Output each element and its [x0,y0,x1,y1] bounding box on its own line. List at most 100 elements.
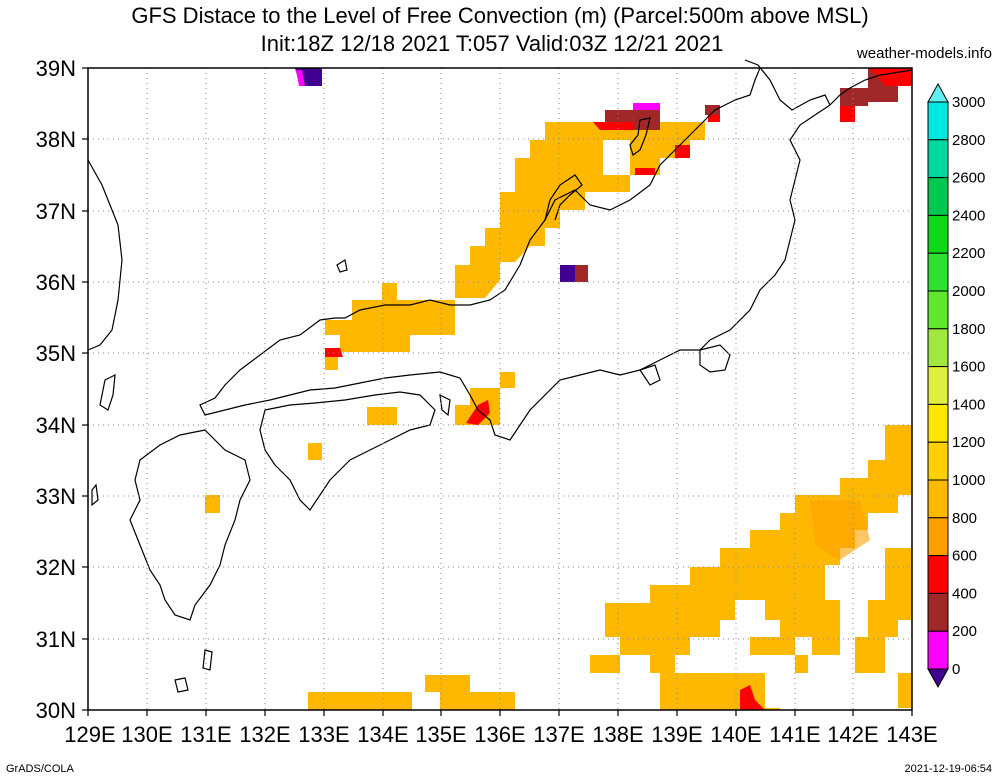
field-patch-small-1 [325,357,338,370]
field-patch-small-4 [308,443,322,460]
field-patch-southeast [605,425,912,673]
lon-label-136: 136E [474,722,525,747]
coastline-tsushima [99,373,116,411]
colorbar-label: 1000 [952,472,985,489]
coastlines [87,59,913,693]
coastline-sado [629,117,651,156]
lon-label-139: 139E [651,722,702,747]
colorbar-label: 1600 [952,359,985,376]
coastline-oki [336,259,348,273]
source-label: weather-models.info [856,45,992,62]
colorbar-segment [927,441,949,481]
field-patch-top-1 [705,105,720,115]
coastline-tanegashima [202,649,213,671]
colorbar-segment [927,592,949,632]
colorbar: 3000280026002400220020001800160014001200… [927,82,985,689]
field-patch-purple-mid [560,265,575,282]
colorbar-label: 1400 [952,396,985,413]
coastline-izu [639,364,661,386]
lat-label-35: 35N [36,341,76,366]
colorbar-label: 1800 [952,321,985,338]
lat-label-37: 37N [36,199,76,224]
coastline-awaji [439,393,451,417]
field-patch-red-kii [466,400,490,425]
colorbar-segment [927,252,949,292]
colorbar-segment [927,403,949,443]
colorbar-label: 600 [952,548,977,565]
colorbar-label: 800 [952,510,977,527]
colorbar-label: 0 [952,661,960,678]
lon-label-138: 138E [592,722,643,747]
colorbar-segment [927,555,949,594]
field-patch-small-2 [500,372,515,388]
field-patch-se-8 [898,673,912,708]
field-patch-se-2 [868,548,912,637]
coastline-honshu-japansea [519,67,761,266]
colorbar-label: 1200 [952,434,985,451]
colorbar-label: 3000 [952,94,985,111]
field-patch-mag-top [296,70,305,86]
colorbar-segment [927,328,949,368]
colorbar-segment [927,630,949,670]
lon-label-135: 135E [415,722,466,747]
field-patch-small-3 [367,407,397,425]
lon-label-137: 137E [533,722,584,747]
colorbar-segment [927,139,949,179]
coastline-korea [87,159,123,351]
coastline-kyushu [129,429,251,621]
lat-label-38: 38N [36,127,76,152]
field-patch-se-3 [855,637,885,673]
colorbar-segment [927,101,949,141]
field-patch-red-3 [635,168,655,175]
lon-label-134: 134E [357,722,408,747]
colorbar-segment [927,214,949,254]
field-patches [205,68,912,710]
colorbar-segment [927,177,949,216]
coastline-hokkaido [829,69,913,106]
software-credit: GrADS/COLA [6,763,74,775]
graticule [88,68,912,710]
field-patch-orange-lobe [810,500,870,560]
lon-labels: 129E 130E 131E 132E 133E 134E 135E 136E … [64,722,937,747]
coastline-boso [699,344,731,373]
colorbar-label: 400 [952,585,977,602]
field-patch-se-5 [795,655,808,673]
field-patch-se-7 [660,673,780,710]
lon-label-131: 131E [180,722,231,747]
colorbar-bottom-arrow [927,668,949,689]
colorbar-label: 2400 [952,207,985,224]
colorbar-label: 2800 [952,132,985,149]
field-patch-brown-mid [575,265,588,282]
lon-label-130: 130E [121,722,172,747]
field-patch-red-2 [593,122,633,130]
ticks [82,67,913,716]
field-patch-small-5 [205,495,220,513]
lon-label-129: 129E [64,722,115,747]
lon-label-133: 133E [298,722,349,747]
field-patch-se-6 [590,655,620,673]
colorbar-label: 2600 [952,170,985,187]
colorbar-segment [927,517,949,557]
field-patch-tohoku-red [870,68,912,86]
colorbar-label: 2000 [952,283,985,300]
lat-label-30: 30N [36,698,76,723]
field-patch-hokuriku [455,122,705,298]
coastline-goto [91,483,99,507]
lon-label-132: 132E [239,722,290,747]
lat-label-31: 31N [36,627,76,652]
field-patch-se-4 [750,637,795,655]
coastline-shikoku [259,391,436,511]
field-patch-top-1b [708,115,720,122]
colorbar-segment [927,479,949,519]
lon-label-140: 140E [710,722,761,747]
lat-label-32: 32N [36,555,76,580]
lon-label-142: 142E [827,722,878,747]
colorbar-segment [927,366,949,405]
field-patch-south-2 [425,675,515,710]
coastline-honshu-sea [199,264,521,416]
colorbar-label: 2200 [952,245,985,262]
field-patch-south-1 [308,692,412,710]
generated-timestamp: 2021-12-19-06:54 [904,763,992,775]
colorbar-label: 200 [952,623,977,640]
